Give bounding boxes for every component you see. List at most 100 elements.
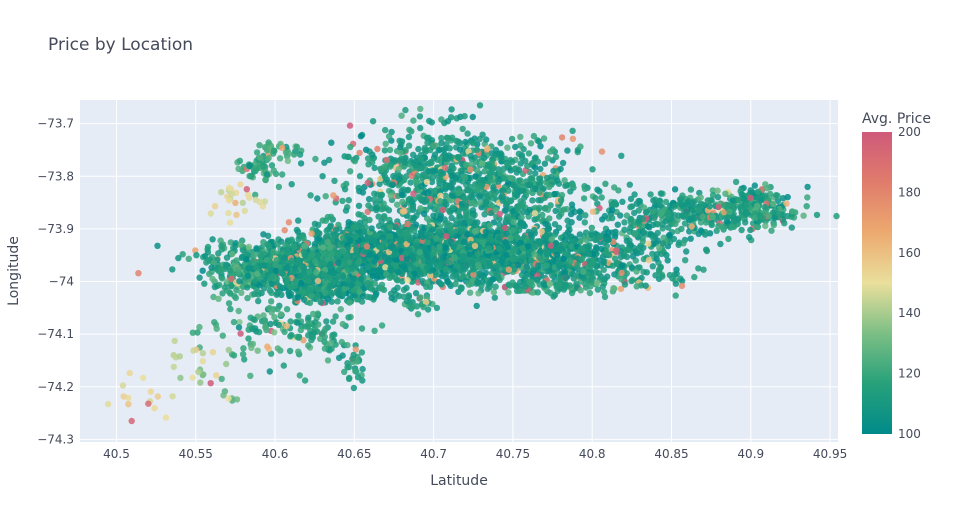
scatter-point <box>600 259 607 266</box>
scatter-point <box>577 143 584 150</box>
scatter-point <box>738 191 745 198</box>
scatter-point <box>717 240 724 248</box>
scatter-point <box>518 187 526 194</box>
scatter-point <box>281 227 288 234</box>
scatter-point <box>435 228 443 236</box>
scatter-point <box>375 222 383 230</box>
scatter-point <box>517 198 524 205</box>
scatter-point <box>743 209 751 217</box>
scatter-point <box>588 224 595 231</box>
scatter-point <box>371 237 378 244</box>
scatter-point <box>525 243 532 250</box>
scatter-point <box>400 263 408 270</box>
scatter-point <box>441 151 448 158</box>
scatter-point <box>436 215 444 223</box>
scatter-point <box>383 205 390 212</box>
scatter-point <box>179 251 186 258</box>
scatter-point <box>351 158 359 165</box>
scatter-point <box>364 155 372 162</box>
scatter-point <box>408 198 416 206</box>
scatter-point <box>640 229 648 236</box>
scatter-point <box>375 213 382 220</box>
scatter-point <box>281 254 288 261</box>
scatter-point <box>609 206 616 213</box>
scatter-point <box>503 241 511 249</box>
scatter-point <box>237 241 244 248</box>
scatter-point <box>687 186 695 193</box>
scatter-point <box>588 231 595 239</box>
scatter-point <box>564 147 571 154</box>
scatter-point <box>562 274 569 282</box>
scatter-point <box>208 264 215 271</box>
scatter-point <box>678 225 685 233</box>
scatter-point <box>311 257 319 265</box>
scatter-point <box>274 305 281 313</box>
scatter-point <box>414 172 421 179</box>
scatter-point <box>410 117 417 124</box>
scatter-point <box>410 214 418 222</box>
scatter-point <box>483 136 490 143</box>
scatter-point <box>339 197 346 205</box>
scatter-point <box>389 181 396 188</box>
scatter-point <box>611 255 619 262</box>
scatter-point <box>439 170 447 177</box>
scatter-point <box>448 106 455 113</box>
scatter-point <box>442 164 449 171</box>
scatter-point <box>438 139 445 147</box>
scatter-point <box>423 264 431 271</box>
scatter-point <box>301 296 308 303</box>
scatter-point <box>462 197 469 205</box>
scatter-point <box>327 223 334 231</box>
scatter-point <box>387 163 394 170</box>
scatter-point <box>788 224 795 231</box>
scatter-point <box>269 249 277 256</box>
scatter-point <box>719 224 726 231</box>
scatter-point <box>316 235 323 242</box>
scatter-point <box>342 207 350 214</box>
scatter-point <box>350 275 357 282</box>
scatter-point <box>546 191 553 199</box>
scatter-point <box>513 186 521 193</box>
scatter-point <box>244 272 252 280</box>
scatter-point <box>564 217 571 224</box>
scatter-point <box>448 229 455 237</box>
scatter-point <box>367 251 374 259</box>
scatter-point <box>432 271 439 278</box>
scatter-point <box>476 199 484 206</box>
scatter-point <box>251 251 258 258</box>
scatter-point <box>561 177 568 184</box>
scatter-point <box>642 209 650 216</box>
scatter-point <box>373 232 380 239</box>
scatter-point <box>570 237 578 245</box>
scatter-point <box>518 214 525 221</box>
scatter-point <box>707 197 714 204</box>
scatter-point <box>509 181 517 188</box>
scatter-point <box>322 217 330 224</box>
scatter-point <box>339 273 347 280</box>
scatter-point <box>482 190 489 197</box>
scatter-point <box>535 197 542 204</box>
scatter-point <box>371 280 379 287</box>
scatter-point <box>319 244 327 251</box>
scatter-point <box>421 144 429 152</box>
scatter-point <box>219 290 226 297</box>
scatter-point <box>555 262 562 270</box>
scatter-point <box>321 289 329 296</box>
scatter-point <box>558 191 566 199</box>
scatter-point <box>219 275 226 282</box>
scatter-point <box>592 194 599 202</box>
scatter-point <box>618 152 625 159</box>
scatter-point <box>470 140 477 147</box>
scatter-point <box>410 190 417 197</box>
scatter-point <box>663 251 670 259</box>
scatter-point <box>321 250 328 257</box>
scatter-point <box>421 159 428 167</box>
scatter-point <box>534 289 541 296</box>
scatter-point <box>679 192 686 199</box>
scatter-point <box>519 244 526 252</box>
scatter-point <box>402 146 409 154</box>
scatter-point <box>540 280 547 287</box>
scatter-point <box>657 210 665 217</box>
scatter-point <box>328 139 335 146</box>
scatter-point <box>425 168 432 175</box>
